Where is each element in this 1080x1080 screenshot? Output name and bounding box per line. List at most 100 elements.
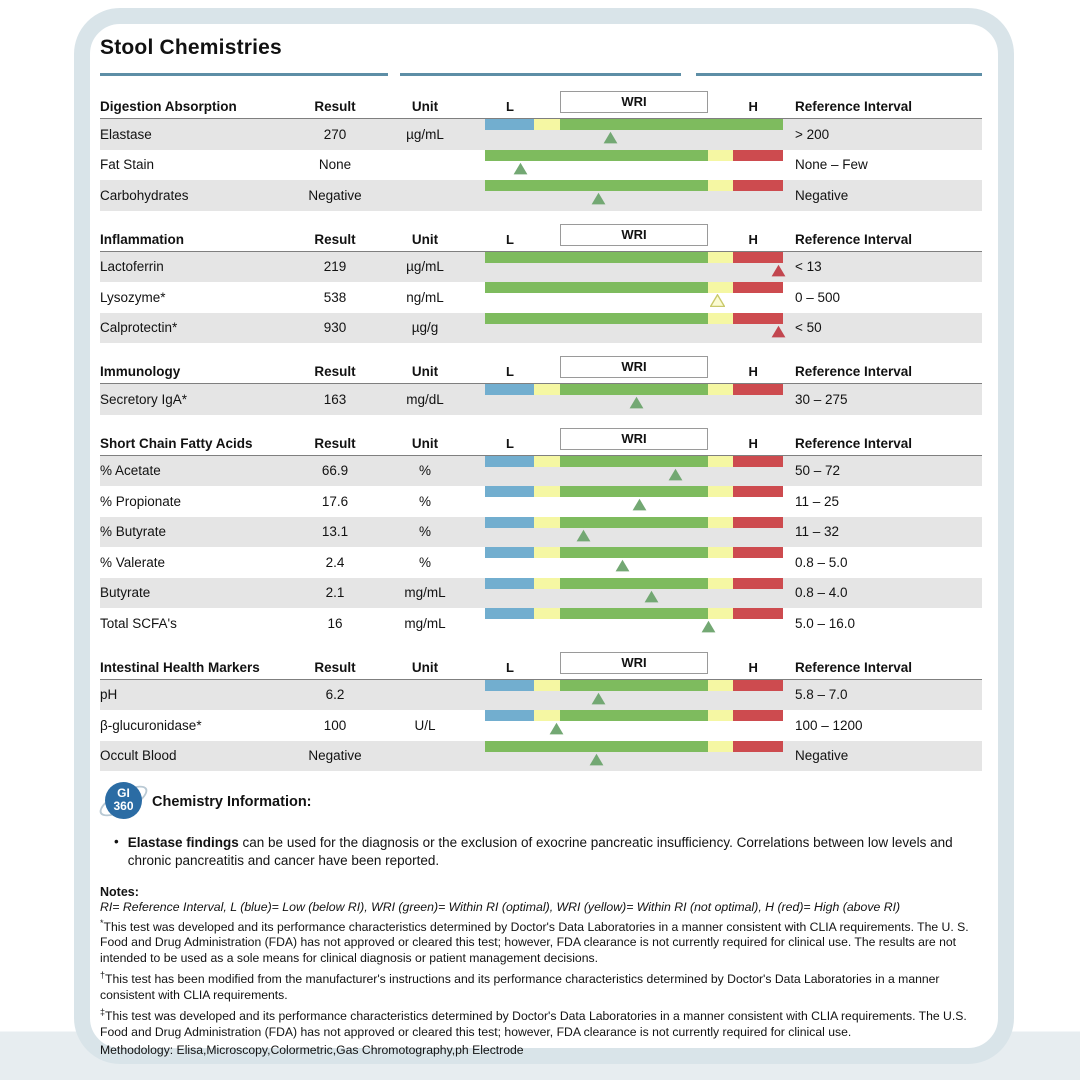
result-marker-icon [576,529,591,541]
column-header-unit: Unit [411,659,439,675]
analyte-name: % Acetate [100,463,161,479]
unit-value: mg/dL [406,391,444,407]
result-marker-icon [589,753,604,765]
reference-interval: 100 – 1200 [795,717,863,733]
unit-value: µg/g [411,320,439,336]
red-zone-segment [732,547,783,558]
table-row: Total SCFA's 16 mg/mL 5.0 – 16.0 [100,608,982,639]
analyte-name: Total SCFA's [100,615,177,631]
range-bar-segments [485,180,783,191]
column-header-result: Result [314,231,356,247]
bullet-text: Elastase findings can be used for the di… [128,834,986,870]
analyte-name: Elastase [100,126,152,142]
scale-label-low: L [506,364,515,379]
reference-range-bar [485,149,783,181]
reference-range-bar [485,180,783,211]
range-bar-segments [485,577,783,589]
table-row: % Propionate 17.6% 11 – 25 [100,486,982,517]
paleyellow-zone-segment [534,577,561,589]
reference-range-bar [485,577,783,609]
unit-value: % [418,524,431,540]
green-zone-segment [485,282,708,293]
result-value: 930 [323,320,347,336]
unit-value: % [418,493,431,509]
red-zone-segment [732,608,783,619]
analyte-name: Lysozyme* [100,289,166,305]
unit-value: mg/mL [404,585,446,601]
red-zone-segment [732,312,783,324]
footnote-double-dagger: ‡This test was developed and its perform… [100,1007,988,1040]
red-zone-segment [732,516,783,528]
analyte-name: β-glucuronidase* [100,717,202,733]
red-zone-segment [732,679,783,691]
scale-label-low: L [506,659,515,675]
result-marker-icon [615,559,629,572]
table-row: % Butyrate 13.1% 11 – 32 [100,516,982,547]
result-value: 2.1 [325,585,345,601]
blue-zone-segment [485,455,535,467]
table-row: Fat Stain None None – Few [100,149,982,181]
paleyellow-zone-segment [534,608,561,619]
unit-value: U/L [414,717,436,733]
range-bar-segments [485,608,783,619]
report-card: Stool Chemistries Digestion Absorption Re… [74,8,1014,1064]
paleyellow-zone-segment [707,608,733,619]
section-header-row: Digestion Absorption Result Unit L WRI H Refer… [100,90,982,119]
footnote-symbol: * [100,917,104,928]
paleyellow-zone-segment [707,149,733,161]
chemistry-info-header: GI 360 Chemistry Information: [95,779,982,825]
blue-zone-segment [485,547,535,558]
result-value: Negative [308,748,362,764]
column-header-reference: Reference Interval [795,231,913,247]
range-bar-segments [485,547,783,558]
blue-zone-segment [485,679,535,691]
logo-text-bottom: 360 [113,799,134,814]
reference-range-bar [485,486,783,517]
green-zone-segment [560,547,708,558]
divider-segment [696,73,982,76]
result-marker-icon [513,162,528,174]
green-zone-segment [560,608,708,619]
result-value: 163 [323,391,347,407]
green-zone-segment [485,251,708,263]
result-marker-icon [591,192,606,205]
result-marker-icon [668,468,683,480]
column-header-unit: Unit [411,435,439,451]
footnote-text: This test was developed and its performa… [100,919,969,965]
analyte-name: % Propionate [100,493,182,509]
section-name: Immunology [100,364,181,379]
result-value: None [318,157,352,173]
column-header-unit: Unit [411,364,439,379]
paleyellow-zone-segment [534,455,561,467]
green-zone-segment [560,516,708,528]
reference-interval: Negative [795,187,849,203]
column-header-reference: Reference Interval [795,435,913,451]
scale-label-low: L [506,435,515,451]
footnote-text: This test was developed and its performa… [100,1009,967,1039]
paleyellow-zone-segment [707,547,733,558]
table-row: Lysozyme* 538 ng/mL 0 – 500 [100,282,982,313]
divider-segment [400,73,681,76]
result-value: 66.9 [321,463,349,479]
result-marker-icon [709,294,725,307]
section-name: Short Chain Fatty Acids [100,435,253,451]
result-marker-icon [701,620,716,633]
result-marker-icon [771,325,786,337]
result-value: 6.2 [325,687,345,703]
reference-interval: 0.8 – 4.0 [795,585,848,601]
result-value: 16 [327,615,343,631]
scale-label-high: H [748,231,758,247]
table-section: Immunology Result Unit L WRI H Reference Inter… [100,355,982,415]
unit-value: µg/mL [406,259,444,275]
green-zone-segment [560,710,708,721]
analyte-name: % Butyrate [100,524,167,540]
reference-range-bar [485,384,783,415]
paleyellow-zone-segment [707,710,733,721]
bar-scale-header: L WRI H [485,223,783,247]
unit-value: % [418,463,431,479]
result-value: 2.4 [325,554,345,570]
paleyellow-zone-segment [534,384,561,395]
table-section: Short Chain Fatty Acids Result Unit L WRI H Re… [100,427,982,639]
result-marker-icon [630,396,644,409]
paleyellow-zone-segment [707,516,733,528]
